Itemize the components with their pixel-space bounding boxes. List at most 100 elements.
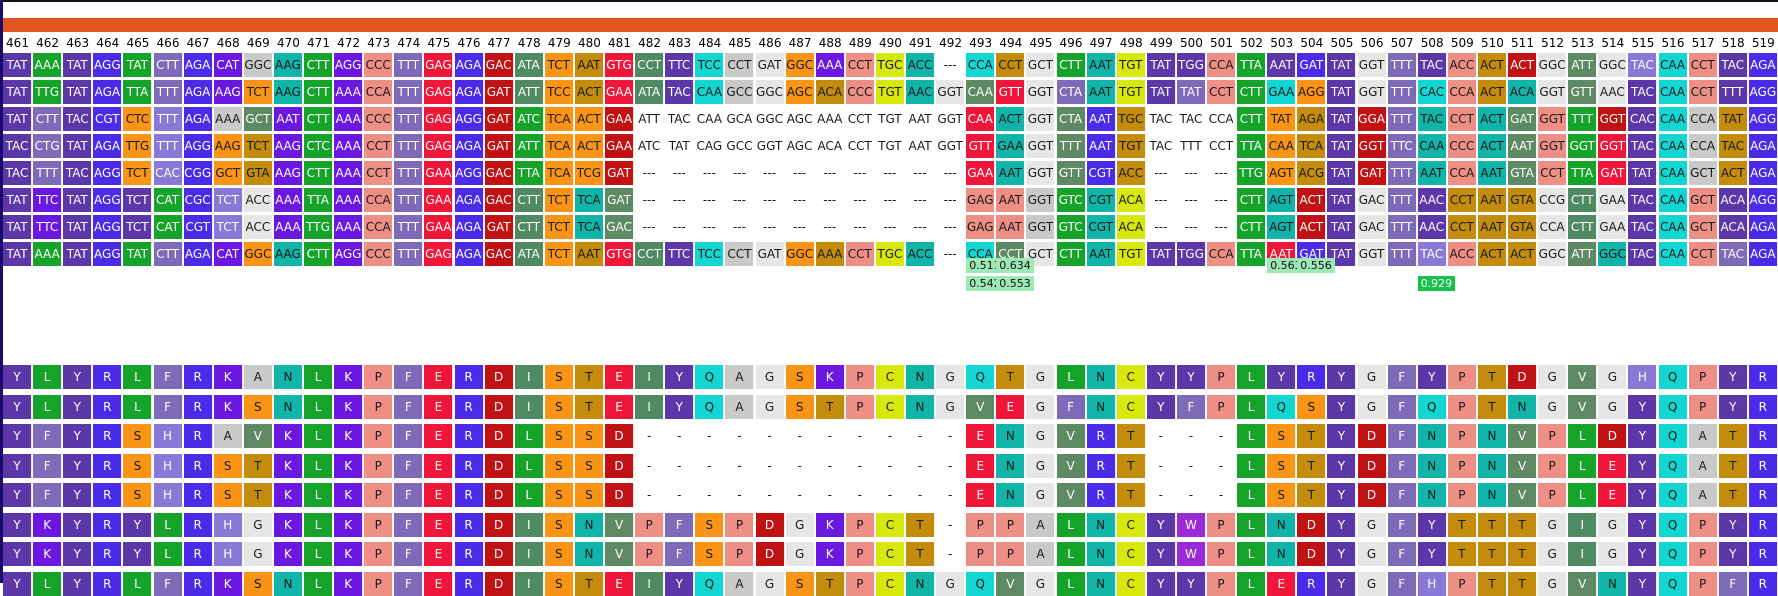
residue-cell[interactable]: Y: [63, 512, 93, 537]
residue-cell[interactable]: P: [1688, 394, 1718, 419]
residue-cell[interactable]: C: [875, 365, 905, 389]
codon-cell[interactable]: AAA: [816, 107, 845, 131]
codon-cell[interactable]: CCT: [1207, 134, 1237, 158]
codon-cell[interactable]: CCT: [725, 53, 755, 77]
residue-cell[interactable]: L: [304, 542, 334, 566]
codon-cell[interactable]: GTA: [243, 161, 273, 185]
residue-cell[interactable]: E: [1267, 571, 1297, 596]
residue-cell[interactable]: T: [1116, 424, 1146, 448]
codon-cell[interactable]: CTT: [304, 107, 334, 131]
codon-cell[interactable]: AGT: [1267, 215, 1297, 239]
residue-cell[interactable]: T: [1508, 512, 1538, 537]
codon-cell[interactable]: GAA: [1598, 188, 1628, 212]
residue-cell[interactable]: D: [605, 483, 635, 507]
codon-cell[interactable]: ATT: [635, 107, 665, 131]
codon-cell[interactable]: GAT: [484, 107, 514, 131]
codon-cell[interactable]: ACT: [1508, 53, 1538, 77]
residue-cell[interactable]: S: [544, 542, 574, 566]
codon-cell[interactable]: TAC: [1718, 134, 1748, 158]
codon-cell[interactable]: GAA: [605, 107, 635, 131]
codon-cell[interactable]: ATC: [514, 107, 544, 131]
codon-cell[interactable]: ---: [846, 215, 875, 239]
residue-cell[interactable]: R: [183, 512, 213, 537]
codon-cell[interactable]: ---: [725, 188, 755, 212]
codon-cell[interactable]: GAG: [424, 134, 454, 158]
codon-cell[interactable]: TAT: [1146, 53, 1176, 77]
residue-cell[interactable]: Y: [1267, 365, 1297, 389]
codon-cell[interactable]: AAT: [1086, 53, 1116, 77]
codon-cell[interactable]: TTA: [1237, 242, 1267, 266]
residue-cell[interactable]: K: [273, 483, 303, 507]
residue-cell[interactable]: G: [1357, 394, 1387, 419]
residue-cell[interactable]: D: [484, 483, 514, 507]
residue-cell[interactable]: R: [1748, 512, 1778, 537]
residue-cell[interactable]: S: [544, 512, 574, 537]
residue-cell[interactable]: E: [966, 424, 996, 448]
residue-cell[interactable]: R: [454, 453, 484, 478]
codon-cell[interactable]: GGT: [1598, 107, 1628, 131]
codon-cell[interactable]: ACC: [906, 53, 936, 77]
codon-cell[interactable]: CTA: [1056, 80, 1086, 104]
residue-cell[interactable]: G: [1538, 571, 1568, 596]
residue-cell[interactable]: K: [213, 365, 243, 389]
residue-cell[interactable]: C: [875, 512, 905, 537]
codon-cell[interactable]: ACG: [1297, 161, 1327, 185]
residue-cell[interactable]: R: [1086, 453, 1116, 478]
codon-cell[interactable]: CCT: [364, 134, 394, 158]
residue-cell[interactable]: S: [574, 453, 604, 478]
residue-cell[interactable]: Y: [1628, 512, 1658, 537]
residue-cell[interactable]: P: [845, 394, 875, 419]
residue-cell[interactable]: R: [1086, 483, 1116, 507]
residue-cell[interactable]: L: [153, 512, 183, 537]
residue-cell[interactable]: S: [123, 424, 153, 448]
residue-cell[interactable]: V: [966, 394, 996, 419]
residue-cell[interactable]: T: [574, 365, 604, 389]
residue-cell[interactable]: F: [394, 365, 424, 389]
codon-cell[interactable]: TTT: [1387, 188, 1417, 212]
residue-cell[interactable]: P: [996, 542, 1026, 566]
residue-cell[interactable]: S: [1267, 424, 1297, 448]
codon-cell[interactable]: GAT: [605, 161, 635, 185]
residue-cell[interactable]: G: [755, 394, 785, 419]
codon-cell[interactable]: AAG: [273, 134, 303, 158]
codon-cell[interactable]: AAT: [906, 134, 936, 158]
residue-cell[interactable]: Q: [1658, 483, 1688, 507]
codon-cell[interactable]: GAG: [966, 188, 996, 212]
residue-cell[interactable]: P: [996, 512, 1026, 537]
residue-cell[interactable]: Y: [1146, 571, 1176, 596]
codon-cell[interactable]: CCT: [846, 107, 875, 131]
residue-cell[interactable]: -: [846, 453, 875, 478]
residue-cell[interactable]: L: [1237, 394, 1267, 419]
codon-cell[interactable]: TCA: [574, 188, 604, 212]
codon-cell[interactable]: TAT: [63, 215, 93, 239]
codon-cell[interactable]: TTA: [304, 188, 334, 212]
codon-cell[interactable]: ACA: [1116, 215, 1146, 239]
codon-cell[interactable]: TTT: [1387, 53, 1417, 77]
codon-cell[interactable]: CTT: [153, 53, 183, 77]
codon-cell[interactable]: GGT: [936, 134, 966, 158]
residue-cell[interactable]: Q: [1658, 424, 1688, 448]
residue-cell[interactable]: R: [183, 542, 213, 566]
residue-cell[interactable]: -: [756, 483, 785, 507]
codon-cell[interactable]: AGA: [454, 53, 484, 77]
codon-cell[interactable]: GGT: [1026, 80, 1056, 104]
codon-cell[interactable]: TTC: [1387, 134, 1417, 158]
residue-cell[interactable]: L: [1237, 424, 1267, 448]
residue-cell[interactable]: L: [304, 453, 334, 478]
residue-cell[interactable]: L: [1568, 483, 1598, 507]
codon-cell[interactable]: GTA: [1508, 188, 1538, 212]
codon-cell[interactable]: TTT: [394, 188, 424, 212]
residue-cell[interactable]: I: [514, 571, 544, 596]
residue-cell[interactable]: N: [1417, 453, 1447, 478]
residue-cell[interactable]: -: [786, 483, 815, 507]
residue-cell[interactable]: S: [1297, 394, 1327, 419]
codon-cell[interactable]: AGA: [183, 53, 213, 77]
residue-cell[interactable]: Y: [1628, 483, 1658, 507]
residue-cell[interactable]: G: [1357, 512, 1387, 537]
codon-cell[interactable]: ---: [1147, 188, 1176, 212]
residue-cell[interactable]: R: [93, 365, 123, 389]
codon-cell[interactable]: TCT: [544, 53, 574, 77]
residue-cell[interactable]: G: [785, 542, 815, 566]
codon-cell[interactable]: GTG: [605, 242, 635, 266]
codon-cell[interactable]: TAT: [1327, 188, 1357, 212]
